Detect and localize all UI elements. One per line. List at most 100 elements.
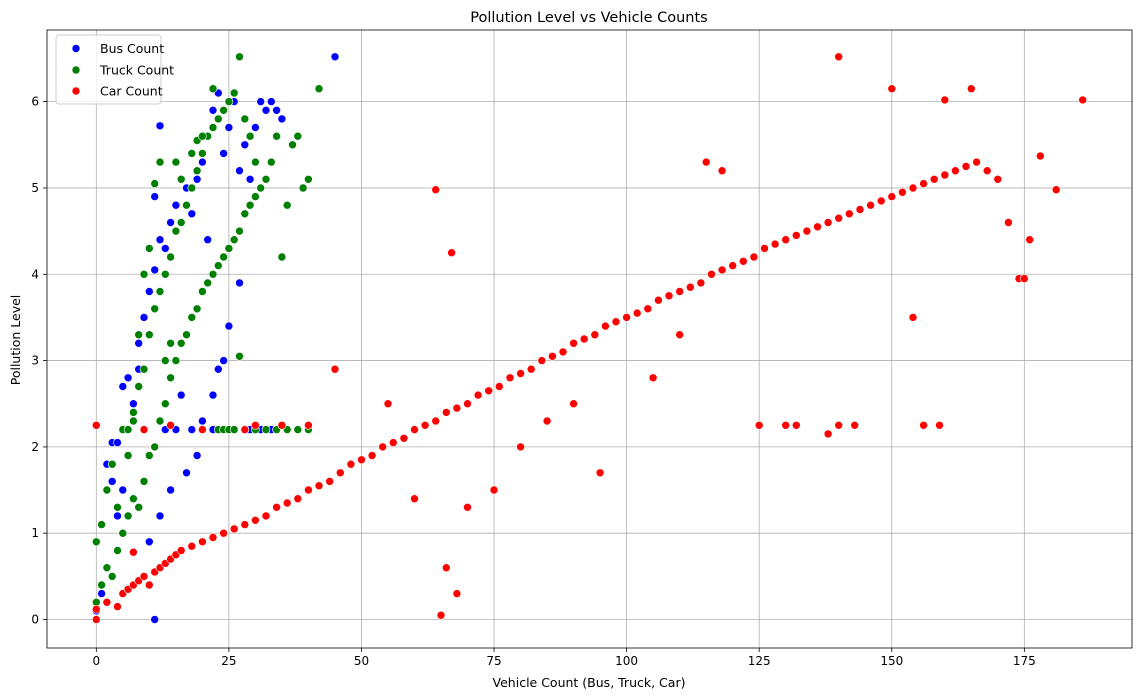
data-point bbox=[145, 330, 154, 340]
data-point bbox=[887, 192, 897, 201]
data-point bbox=[410, 425, 419, 434]
data-point bbox=[208, 269, 218, 279]
data-point bbox=[330, 364, 340, 374]
data-point bbox=[961, 162, 971, 171]
data-point bbox=[548, 351, 557, 361]
data-point bbox=[161, 399, 170, 409]
x-tick-label: 175 bbox=[1013, 654, 1036, 668]
data-point bbox=[304, 485, 313, 495]
data-point bbox=[919, 179, 928, 188]
y-axis-label: Pollution Level bbox=[8, 295, 23, 386]
data-point bbox=[107, 572, 117, 581]
data-point bbox=[844, 209, 854, 219]
data-point bbox=[298, 183, 308, 193]
x-tick-label: 150 bbox=[880, 654, 903, 668]
data-point bbox=[229, 524, 239, 534]
data-point bbox=[410, 494, 419, 504]
data-point bbox=[622, 313, 631, 322]
y-tick-label: 1 bbox=[31, 526, 39, 540]
data-point bbox=[113, 602, 122, 611]
data-point bbox=[272, 502, 281, 512]
data-point bbox=[685, 282, 695, 292]
grid-layer bbox=[47, 30, 1132, 648]
data-point bbox=[203, 235, 212, 244]
data-point bbox=[219, 356, 228, 365]
data-point bbox=[383, 399, 393, 409]
data-point bbox=[139, 425, 149, 434]
data-point bbox=[701, 157, 711, 167]
data-point bbox=[277, 252, 287, 262]
data-point bbox=[1036, 151, 1045, 161]
data-point bbox=[171, 356, 181, 365]
data-point bbox=[145, 580, 154, 590]
data-point bbox=[505, 373, 515, 383]
data-point bbox=[335, 468, 345, 478]
data-point bbox=[150, 265, 159, 275]
data-point bbox=[107, 459, 117, 469]
data-point bbox=[176, 338, 186, 348]
data-point bbox=[139, 364, 149, 374]
data-point bbox=[97, 580, 106, 590]
data-point bbox=[399, 433, 409, 443]
data-point bbox=[171, 226, 181, 236]
data-point bbox=[489, 485, 499, 495]
data-point bbox=[208, 84, 218, 93]
data-point bbox=[113, 438, 122, 447]
data-point bbox=[198, 157, 207, 167]
data-point bbox=[240, 140, 250, 150]
data-point bbox=[261, 511, 271, 521]
data-point bbox=[388, 438, 398, 447]
data-point bbox=[182, 330, 191, 340]
data-point bbox=[187, 149, 197, 158]
data-point bbox=[277, 420, 287, 430]
data-point bbox=[166, 420, 175, 430]
data-point bbox=[314, 84, 324, 93]
y-tick-label: 2 bbox=[31, 440, 39, 454]
data-point bbox=[145, 451, 154, 460]
data-point bbox=[129, 416, 138, 426]
data-point bbox=[161, 244, 170, 253]
data-point bbox=[601, 321, 610, 331]
data-point bbox=[876, 196, 886, 206]
data-point bbox=[182, 200, 191, 210]
data-point bbox=[484, 386, 494, 396]
data-point bbox=[113, 511, 122, 521]
data-point bbox=[781, 420, 791, 430]
data-point bbox=[240, 209, 250, 219]
data-point bbox=[198, 416, 207, 426]
data-point bbox=[749, 252, 759, 262]
data-point bbox=[266, 97, 276, 106]
data-point bbox=[192, 304, 202, 314]
data-point bbox=[951, 166, 960, 175]
data-point bbox=[187, 425, 197, 434]
data-point bbox=[145, 537, 154, 547]
data-point bbox=[791, 231, 801, 240]
data-point bbox=[150, 179, 159, 188]
data-point bbox=[441, 408, 451, 417]
data-point bbox=[1078, 95, 1087, 105]
data-point bbox=[728, 261, 738, 270]
data-point bbox=[516, 442, 525, 452]
data-point bbox=[139, 313, 149, 322]
data-point bbox=[229, 88, 239, 98]
data-point bbox=[145, 287, 154, 296]
data-point bbox=[251, 123, 260, 132]
data-point bbox=[569, 399, 578, 409]
y-tick-label: 5 bbox=[31, 181, 39, 195]
data-point bbox=[935, 420, 944, 430]
data-point bbox=[129, 399, 138, 409]
data-point bbox=[738, 256, 748, 266]
data-point bbox=[611, 317, 621, 327]
data-point bbox=[251, 515, 260, 525]
data-point bbox=[272, 106, 281, 115]
data-point bbox=[256, 97, 266, 106]
data-point bbox=[118, 528, 128, 538]
data-point bbox=[526, 364, 536, 374]
data-point bbox=[245, 131, 255, 141]
data-point bbox=[229, 235, 239, 244]
data-point bbox=[139, 477, 149, 486]
data-point bbox=[150, 304, 159, 314]
data-point bbox=[919, 420, 928, 430]
